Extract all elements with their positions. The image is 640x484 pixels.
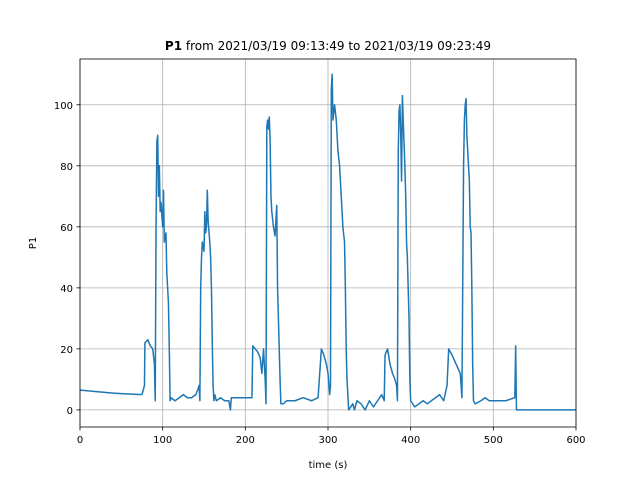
x-tick-label: 100 [153,435,172,446]
y-tick-label: 40 [60,284,73,295]
x-tick-label: 400 [401,435,420,446]
plot-frame [79,58,577,428]
chart-title: P1 from 2021/03/19 09:13:49 to 2021/03/1… [165,39,491,53]
y-tick-label: 0 [67,406,73,417]
y-axis-label: P1 [28,237,39,249]
title-text: from 2021/03/19 09:13:49 to 2021/03/19 0… [186,39,491,53]
y-tick-label: 100 [54,101,73,112]
x-tick-label: 200 [236,435,255,446]
x-tick-label: 300 [318,435,337,446]
x-tick-label: 0 [77,435,83,446]
y-tick-label: 80 [60,162,73,173]
x-tick-label: 500 [484,435,503,446]
data-line [79,73,576,411]
y-tick-label: 60 [60,223,73,234]
y-tick-label: 20 [60,345,73,356]
x-tick-label: 600 [566,435,585,446]
x-axis-label: time (s) [309,460,348,471]
title-label: P1 [165,39,182,53]
